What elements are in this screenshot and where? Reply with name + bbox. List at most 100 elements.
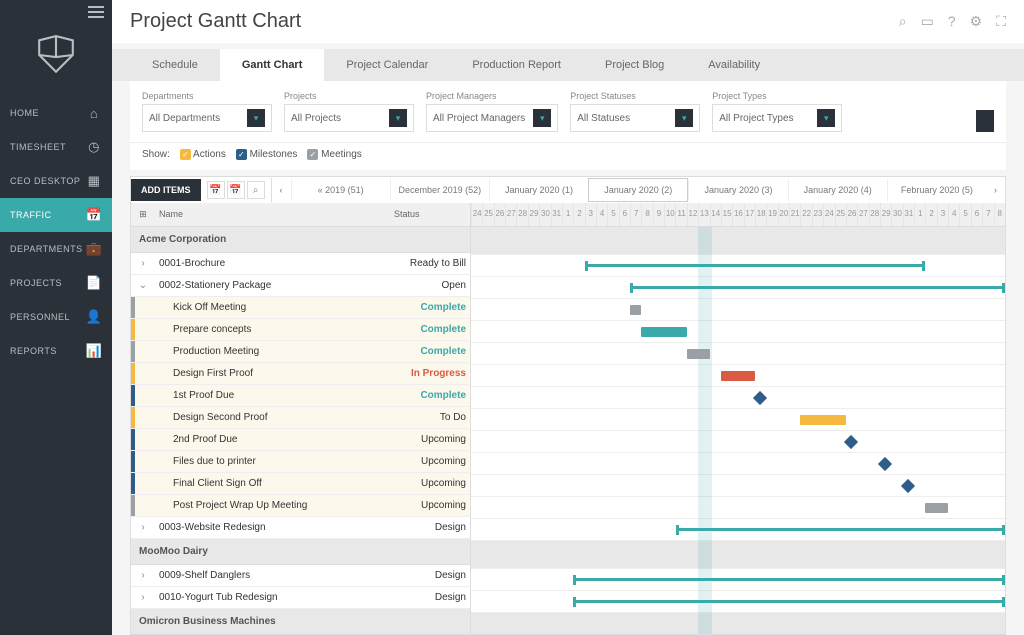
help-icon[interactable]: ? bbox=[948, 13, 956, 30]
day-cell: 21 bbox=[789, 203, 800, 226]
row-colorbar bbox=[131, 319, 135, 340]
task-row[interactable]: Production MeetingComplete bbox=[131, 341, 470, 363]
month-cell[interactable]: January 2020 (4) bbox=[788, 179, 887, 201]
task-row[interactable]: Kick Off MeetingComplete bbox=[131, 297, 470, 319]
grid-icon: ▦ bbox=[86, 173, 102, 189]
sidebar-item-personnel[interactable]: PERSONNEL👤 bbox=[0, 300, 112, 334]
row-status: Design bbox=[390, 592, 470, 603]
tab-availability[interactable]: Availability bbox=[686, 49, 782, 81]
day-cell: 2 bbox=[573, 203, 584, 226]
filter-select[interactable]: All Statuses ▾ bbox=[570, 104, 700, 132]
row-colorbar bbox=[131, 385, 135, 406]
day-cell: 11 bbox=[675, 203, 686, 226]
card-icon[interactable]: ▭ bbox=[921, 13, 934, 30]
expand-toggle[interactable]: › bbox=[131, 258, 155, 269]
day-cell: 20 bbox=[778, 203, 789, 226]
task-row[interactable]: Design First ProofIn Progress bbox=[131, 363, 470, 385]
gantt-bar[interactable] bbox=[630, 305, 641, 315]
chart-group-row bbox=[471, 227, 1005, 255]
gantt-bar[interactable] bbox=[721, 371, 755, 381]
month-cell[interactable]: « 2019 (51) bbox=[291, 179, 390, 201]
gantt-bar[interactable] bbox=[573, 578, 1005, 581]
gantt-bar[interactable] bbox=[800, 415, 845, 425]
task-row[interactable]: Prepare conceptsComplete bbox=[131, 319, 470, 341]
milestone-diamond[interactable] bbox=[753, 391, 767, 405]
day-cell: 2 bbox=[925, 203, 936, 226]
col-name: Name bbox=[155, 203, 390, 226]
briefcase-icon: 💼 bbox=[86, 241, 102, 257]
milestone-diamond[interactable] bbox=[844, 435, 858, 449]
expand-toggle[interactable]: › bbox=[131, 522, 155, 533]
milestone-diamond[interactable] bbox=[901, 479, 915, 493]
gantt-bar[interactable] bbox=[687, 349, 710, 359]
expand-icon[interactable]: ⛶ bbox=[996, 13, 1006, 30]
sidebar-item-reports[interactable]: REPORTS📊 bbox=[0, 334, 112, 368]
gantt-bar[interactable] bbox=[630, 286, 1005, 289]
search-gantt-icon[interactable]: ⌕ bbox=[247, 181, 265, 199]
project-row[interactable]: ›0001-BrochureReady to Bill bbox=[131, 253, 470, 275]
project-row[interactable]: ›0010-Yogurt Tub RedesignDesign bbox=[131, 587, 470, 609]
gear-icon[interactable]: ⚙ bbox=[970, 13, 983, 30]
row-name: Production Meeting bbox=[159, 346, 390, 357]
task-row[interactable]: 1st Proof DueComplete bbox=[131, 385, 470, 407]
sidebar-item-projects[interactable]: PROJECTS📄 bbox=[0, 266, 112, 300]
tab-production-report[interactable]: Production Report bbox=[450, 49, 583, 81]
grid-icon[interactable]: ⊞ bbox=[131, 203, 155, 226]
filter-label: Projects bbox=[284, 91, 414, 101]
date-from-icon[interactable]: 📅 bbox=[207, 181, 225, 199]
task-row[interactable]: Post Project Wrap Up MeetingUpcoming bbox=[131, 495, 470, 517]
add-items-button[interactable]: ADD ITEMS bbox=[131, 179, 201, 201]
sidebar-item-home[interactable]: HOME⌂ bbox=[0, 96, 112, 130]
day-cell: 6 bbox=[619, 203, 630, 226]
bookmark-icon[interactable] bbox=[976, 110, 994, 132]
tab-gantt-chart[interactable]: Gantt Chart bbox=[220, 49, 325, 81]
task-row[interactable]: 2nd Proof DueUpcoming bbox=[131, 429, 470, 451]
next-arrow[interactable]: › bbox=[986, 179, 1005, 201]
project-row[interactable]: ›0009-Shelf DanglersDesign bbox=[131, 565, 470, 587]
gantt-bar[interactable] bbox=[676, 528, 1005, 531]
tab-project-blog[interactable]: Project Blog bbox=[583, 49, 686, 81]
milestone-diamond[interactable] bbox=[878, 457, 892, 471]
tab-schedule[interactable]: Schedule bbox=[130, 49, 220, 81]
nav-label: TIMESHEET bbox=[10, 142, 66, 152]
day-cell: 7 bbox=[982, 203, 993, 226]
gantt-bar[interactable] bbox=[925, 503, 948, 513]
task-row[interactable]: Design Second ProofTo Do bbox=[131, 407, 470, 429]
show-toggle-meetings[interactable]: ✓ Meetings bbox=[307, 149, 361, 160]
filter-select[interactable]: All Project Types ▾ bbox=[712, 104, 842, 132]
day-cell: 16 bbox=[732, 203, 743, 226]
expand-toggle[interactable]: › bbox=[131, 592, 155, 603]
row-name: Files due to printer bbox=[159, 456, 390, 467]
sidebar-item-traffic[interactable]: TRAFFIC📅 bbox=[0, 198, 112, 232]
sidebar-item-ceo-desktop[interactable]: CEO DESKTOP▦ bbox=[0, 164, 112, 198]
prev-arrow[interactable]: ‹ bbox=[272, 179, 291, 201]
month-cell[interactable]: January 2020 (1) bbox=[489, 179, 588, 201]
filter-select[interactable]: All Project Managers ▾ bbox=[426, 104, 558, 132]
gantt-bar[interactable] bbox=[573, 600, 1005, 603]
task-row[interactable]: Files due to printerUpcoming bbox=[131, 451, 470, 473]
project-row[interactable]: ›0003-Website RedesignDesign bbox=[131, 517, 470, 539]
file-icon: 📄 bbox=[86, 275, 102, 291]
sidebar-item-timesheet[interactable]: TIMESHEET◷ bbox=[0, 130, 112, 164]
search-icon[interactable]: ⌕ bbox=[899, 13, 907, 30]
show-toggle-actions[interactable]: ✓ Actions bbox=[180, 149, 226, 160]
month-cell[interactable]: January 2020 (2) bbox=[588, 178, 688, 202]
expand-toggle[interactable]: ⌄ bbox=[131, 280, 155, 291]
month-cell[interactable]: January 2020 (3) bbox=[688, 179, 787, 201]
gantt-bar[interactable] bbox=[585, 264, 926, 267]
month-cell[interactable]: February 2020 (5) bbox=[887, 179, 986, 201]
filter-select[interactable]: All Projects ▾ bbox=[284, 104, 414, 132]
row-status: Upcoming bbox=[390, 500, 470, 511]
tab-project-calendar[interactable]: Project Calendar bbox=[324, 49, 450, 81]
expand-toggle[interactable]: › bbox=[131, 570, 155, 581]
filter-select[interactable]: All Departments ▾ bbox=[142, 104, 272, 132]
hamburger-icon[interactable] bbox=[88, 6, 104, 18]
show-toggle-milestones[interactable]: ✓ Milestones bbox=[236, 149, 298, 160]
month-cell[interactable]: December 2019 (52) bbox=[390, 179, 489, 201]
filter-project-types: Project Types All Project Types ▾ bbox=[712, 91, 842, 132]
date-to-icon[interactable]: 📅 bbox=[227, 181, 245, 199]
project-row[interactable]: ⌄0002-Stationery PackageOpen bbox=[131, 275, 470, 297]
gantt-bar[interactable] bbox=[641, 327, 686, 337]
task-row[interactable]: Final Client Sign OffUpcoming bbox=[131, 473, 470, 495]
sidebar-item-departments[interactable]: DEPARTMENTS💼 bbox=[0, 232, 112, 266]
